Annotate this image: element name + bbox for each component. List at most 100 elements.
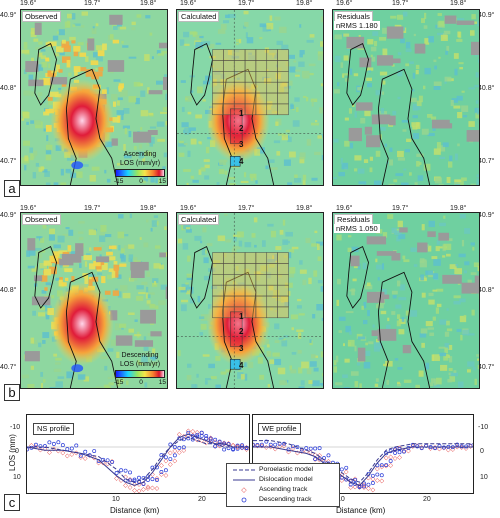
map-speckle <box>203 257 209 264</box>
map-speckle <box>254 173 257 181</box>
map-speckle <box>147 353 154 357</box>
map-speckle <box>475 100 479 104</box>
map-speckle <box>416 100 422 107</box>
map-speckle <box>36 236 42 239</box>
map-speckle <box>42 340 46 344</box>
map-speckle <box>56 64 60 72</box>
fault-patch <box>266 284 278 297</box>
map-speckle <box>106 178 111 183</box>
fault-patch <box>244 263 257 275</box>
descending-point <box>379 473 384 478</box>
map-speckle <box>266 351 272 358</box>
map-speckle <box>361 305 364 310</box>
ascending-point: ◇ <box>150 486 155 492</box>
map-speckle <box>460 334 463 341</box>
map-speckle <box>204 164 210 169</box>
map-speckle <box>21 49 30 54</box>
map-speckle <box>266 22 274 30</box>
map-speckle <box>321 133 323 138</box>
ascending-point: ◇ <box>379 464 384 470</box>
map-speckle <box>403 168 407 171</box>
map-speckle <box>279 229 284 235</box>
map-speckle <box>45 282 52 286</box>
map-speckle <box>433 382 440 388</box>
nodata-patch <box>75 243 84 256</box>
colorbar-title: Ascending <box>123 151 157 158</box>
map-speckle <box>444 331 450 337</box>
map-speckle <box>65 277 69 282</box>
map-speckle <box>143 344 149 352</box>
map-speckle <box>163 152 167 158</box>
fault-patch <box>266 60 278 72</box>
ascending-point: ◇ <box>177 432 182 438</box>
x-tick: 10 <box>337 496 345 503</box>
map-speckle <box>267 223 274 227</box>
map-speckle <box>217 235 226 242</box>
map-speckle <box>244 21 249 27</box>
map-speckle <box>277 133 286 136</box>
map-speckle <box>112 101 117 107</box>
map-speckle <box>45 144 53 151</box>
map-speckle <box>357 359 361 366</box>
ascending-point: ◇ <box>317 458 322 464</box>
descending-point <box>366 482 371 487</box>
map-speckle <box>374 383 379 388</box>
descending-point <box>393 450 398 455</box>
map-speckle <box>464 228 471 234</box>
map-speckle <box>55 357 62 361</box>
map-speckle <box>375 258 378 263</box>
ascending-point: ◇ <box>384 456 389 462</box>
map-speckle <box>63 45 71 52</box>
map-speckle <box>453 53 459 59</box>
map-speckle <box>476 358 479 361</box>
map-speckle <box>357 336 366 340</box>
nodata-patch <box>109 14 123 25</box>
map-speckle <box>198 141 202 144</box>
map-speckle <box>183 169 191 172</box>
map-speckle <box>37 52 43 58</box>
map-speckle <box>185 97 188 101</box>
map-speckle <box>266 101 273 106</box>
fault-patch <box>277 103 289 116</box>
map-speckle <box>203 275 211 281</box>
map-speckle <box>333 89 340 94</box>
colorbar-legend: Ascending LOS (mm/yr) -15 0 15 <box>110 150 170 186</box>
panel-letter-a: a <box>4 180 20 197</box>
ascending-point: ◇ <box>173 449 178 455</box>
map-speckle <box>225 369 232 373</box>
ascending-point: ◇ <box>244 445 249 451</box>
map-speckle <box>111 271 116 278</box>
fault-patch <box>244 295 257 308</box>
nodata-patch <box>61 253 82 263</box>
map-speckle <box>448 367 453 372</box>
map-speckle <box>236 266 239 272</box>
map-speckle <box>436 288 444 292</box>
map-speckle <box>313 367 319 372</box>
subsidence-bowl <box>50 282 114 366</box>
nodata-patch <box>466 130 479 142</box>
map-speckle <box>57 290 63 297</box>
map-speckle <box>36 96 42 100</box>
map-speckle <box>70 251 79 255</box>
map-speckle <box>311 177 318 181</box>
map-speckle <box>220 24 227 30</box>
map-speckle <box>52 251 60 257</box>
map-speckle <box>26 250 31 257</box>
map-speckle <box>117 291 122 298</box>
map-speckle <box>181 299 188 303</box>
map-speckle <box>141 281 148 285</box>
map-speckle <box>85 69 95 77</box>
coastline <box>346 42 369 106</box>
map-speckle <box>396 320 401 327</box>
map-speckle <box>254 244 257 248</box>
nodata-patch <box>474 275 479 290</box>
map-speckle <box>38 64 44 71</box>
map-speckle <box>281 44 289 51</box>
map-speckle <box>115 323 119 326</box>
map-speckle <box>204 380 208 385</box>
basin-outline <box>377 282 389 388</box>
map-speckle <box>449 264 457 270</box>
observed-map-b <box>20 212 168 389</box>
ascending-point: ◇ <box>96 461 101 467</box>
nodata-patch <box>158 42 167 49</box>
